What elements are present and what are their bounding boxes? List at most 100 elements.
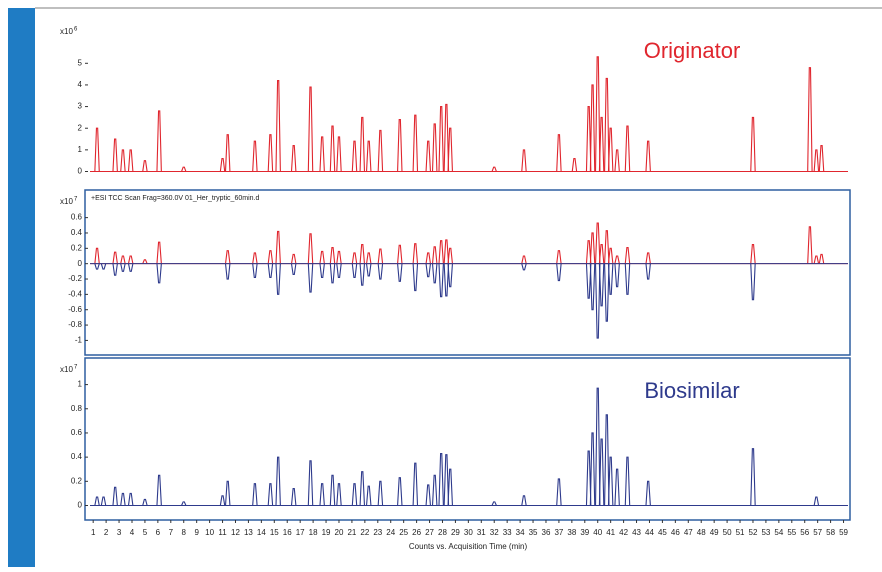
peak (365, 263, 372, 277)
x-tick-label: 51 (736, 528, 745, 537)
x-tick-label: 34 (516, 528, 525, 537)
peak (521, 149, 527, 172)
peak (275, 230, 281, 264)
y-tick-label: 1 (78, 145, 83, 154)
peak (491, 166, 497, 172)
x-tick-label: 45 (658, 528, 667, 537)
annotation: Originator (644, 38, 741, 63)
x-tick-label: 38 (567, 528, 576, 537)
peak (521, 495, 527, 506)
x-tick-label: 59 (839, 528, 848, 537)
peak (556, 250, 562, 264)
panel-frame (84, 189, 851, 356)
peak (290, 263, 297, 275)
peak (156, 474, 162, 506)
x-tick-label: 42 (619, 528, 628, 537)
peak (585, 263, 592, 299)
x-tick-label: 8 (182, 528, 187, 537)
peak (359, 243, 366, 264)
peak (521, 255, 527, 264)
peak (112, 138, 118, 172)
x-tick-label: 19 (322, 528, 331, 537)
peak (267, 483, 274, 506)
peak (351, 263, 358, 279)
peak (614, 263, 620, 288)
x-tick-label: 10 (205, 528, 214, 537)
peak (120, 263, 126, 272)
x-tick-label: 16 (283, 528, 292, 537)
peak (142, 160, 148, 172)
peak (571, 157, 578, 172)
peak (307, 233, 314, 264)
peak (443, 103, 450, 172)
x-tick-label: 5 (143, 528, 148, 537)
y-tick-label: 4 (78, 80, 83, 89)
peak (290, 488, 297, 506)
x-tick-label: 1 (91, 528, 96, 537)
y-tick-label: 0 (78, 167, 83, 176)
peak (290, 253, 297, 264)
x-tick-label: 2 (104, 528, 109, 537)
peak (589, 232, 596, 264)
peak (319, 136, 325, 172)
peak (329, 263, 336, 284)
peak (585, 106, 592, 172)
peak (275, 456, 281, 506)
peak (329, 247, 336, 264)
x-tick-label: 9 (194, 528, 199, 537)
peak (425, 140, 431, 172)
x-tick-label: 11 (218, 528, 227, 537)
peak (336, 250, 342, 264)
x-tick-label: 4 (130, 528, 135, 537)
peak (359, 263, 366, 286)
x-tick-label: 21 (347, 528, 356, 537)
peak (624, 263, 631, 295)
x-tick-label: 31 (477, 528, 486, 537)
peak (521, 263, 527, 271)
annotation: Biosimilar (644, 378, 739, 403)
peak (275, 80, 281, 172)
x-tick-label: 33 (503, 528, 512, 537)
peak (377, 248, 384, 264)
peak (438, 240, 444, 264)
peak (594, 387, 601, 506)
peak (397, 244, 403, 264)
y-tick-label: 3 (78, 102, 83, 111)
peak (556, 134, 562, 172)
peak (447, 263, 453, 288)
peak (120, 149, 126, 172)
peak (750, 448, 756, 506)
x-tick-label: 47 (684, 528, 693, 537)
peak (624, 125, 631, 172)
peak (112, 486, 118, 506)
peak (181, 501, 187, 506)
x-tick-label: 37 (554, 528, 563, 537)
peak (94, 127, 100, 172)
x-tick-label: 23 (373, 528, 382, 537)
peak (365, 485, 372, 506)
x-tick-label: 58 (826, 528, 835, 537)
peak (329, 474, 336, 506)
peak (100, 496, 107, 506)
peak (319, 483, 325, 506)
peak (127, 149, 134, 172)
peak (224, 134, 231, 172)
peak (585, 450, 592, 506)
peak (359, 471, 366, 506)
peak (813, 149, 820, 172)
peak (614, 149, 620, 172)
x-tick-label: 48 (697, 528, 706, 537)
peak (127, 255, 134, 264)
y-tick-label: 5 (78, 58, 83, 67)
y-tick-label: 0.4 (71, 452, 83, 461)
peak (412, 114, 419, 172)
peak (127, 492, 134, 506)
peak (397, 477, 403, 506)
peak (818, 253, 825, 264)
y-tick-label: 2 (78, 123, 83, 132)
peak (127, 263, 134, 272)
peak (336, 263, 342, 279)
peak (604, 230, 610, 264)
x-tick-label: 28 (438, 528, 447, 537)
x-tick-label: 15 (270, 528, 279, 537)
